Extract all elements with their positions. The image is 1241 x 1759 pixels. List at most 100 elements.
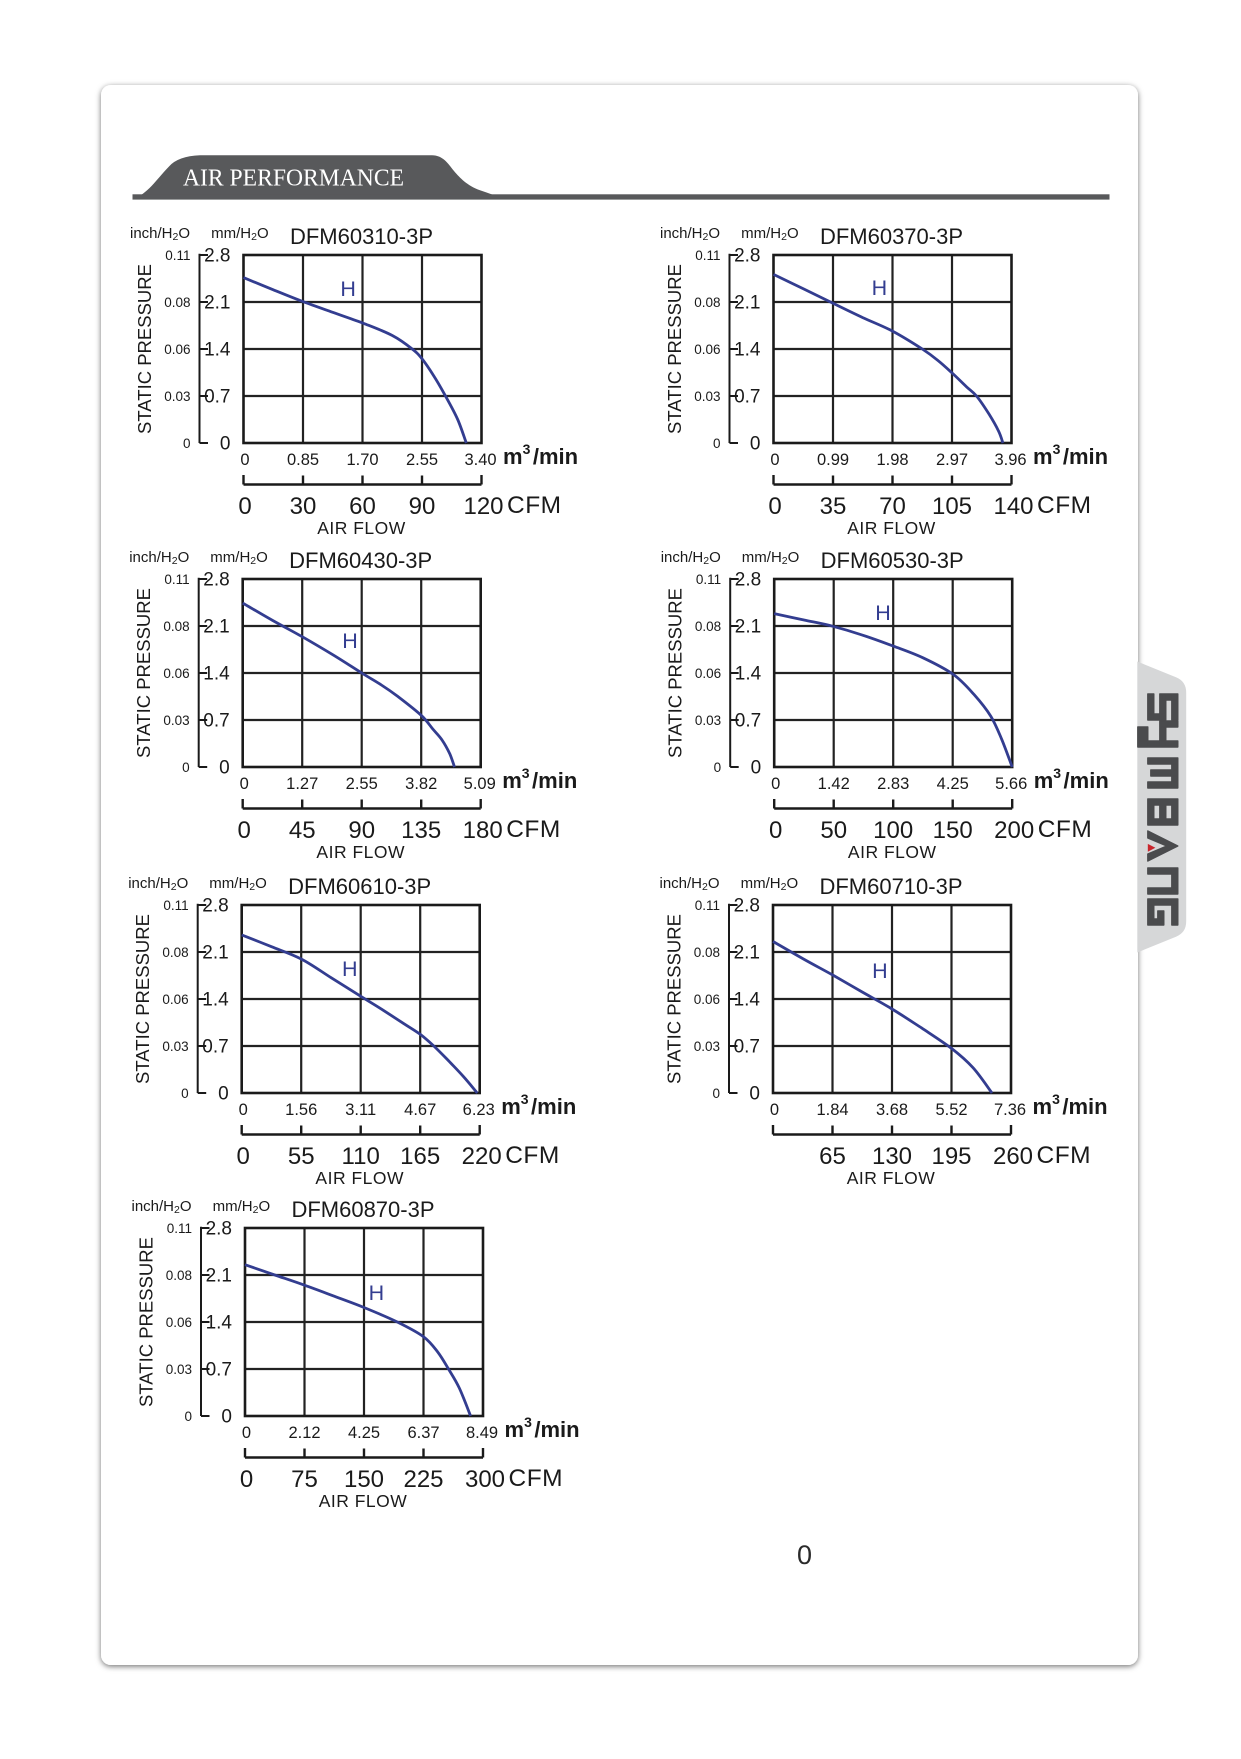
svg-text:AIR FLOW: AIR FLOW xyxy=(319,1491,408,1511)
svg-text:0.7: 0.7 xyxy=(734,1036,760,1057)
svg-text:STATIC PRESSURE: STATIC PRESSURE xyxy=(132,914,153,1084)
svg-text:90: 90 xyxy=(409,493,436,520)
svg-text:3.96: 3.96 xyxy=(994,451,1026,469)
svg-text:105: 105 xyxy=(932,493,972,520)
svg-text:2.8: 2.8 xyxy=(203,569,229,590)
svg-text:mm/H2O: mm/H2O xyxy=(741,875,799,893)
svg-text:m3/min: m3/min xyxy=(1033,1091,1108,1119)
svg-text:0.11: 0.11 xyxy=(695,898,720,913)
svg-text:75: 75 xyxy=(291,1466,318,1493)
svg-text:180: 180 xyxy=(463,817,503,844)
svg-text:0.11: 0.11 xyxy=(165,248,190,263)
svg-text:55: 55 xyxy=(288,1143,315,1170)
svg-text:0: 0 xyxy=(771,775,780,793)
svg-text:130: 130 xyxy=(872,1143,912,1170)
svg-text:CFM: CFM xyxy=(505,1142,560,1169)
svg-text:0: 0 xyxy=(769,817,782,844)
svg-text:2.1: 2.1 xyxy=(202,942,228,963)
svg-text:2.1: 2.1 xyxy=(206,1265,232,1286)
svg-text:0.03: 0.03 xyxy=(695,713,721,728)
svg-text:0: 0 xyxy=(240,1466,253,1493)
svg-text:0.08: 0.08 xyxy=(163,619,189,634)
svg-text:0.03: 0.03 xyxy=(166,1362,192,1377)
svg-text:DFM60710-3P: DFM60710-3P xyxy=(819,874,962,899)
svg-text:0.08: 0.08 xyxy=(162,945,188,960)
svg-text:0.08: 0.08 xyxy=(695,619,721,634)
svg-text:150: 150 xyxy=(933,817,973,844)
svg-text:0.03: 0.03 xyxy=(163,713,189,728)
svg-text:225: 225 xyxy=(403,1466,443,1493)
svg-text:2.8: 2.8 xyxy=(206,1218,232,1239)
svg-text:2.97: 2.97 xyxy=(936,451,968,469)
svg-text:2.12: 2.12 xyxy=(288,1424,320,1442)
svg-text:0: 0 xyxy=(238,817,251,844)
svg-text:165: 165 xyxy=(400,1143,440,1170)
svg-text:45: 45 xyxy=(289,817,316,844)
svg-text:0.03: 0.03 xyxy=(164,389,190,404)
svg-text:STATIC PRESSURE: STATIC PRESSURE xyxy=(664,264,685,434)
svg-text:DFM60310-3P: DFM60310-3P xyxy=(290,224,433,249)
svg-text:2.1: 2.1 xyxy=(204,292,230,313)
svg-text:0: 0 xyxy=(240,775,249,793)
svg-text:STATIC PRESSURE: STATIC PRESSURE xyxy=(135,1237,156,1407)
svg-text:0.08: 0.08 xyxy=(164,295,190,310)
svg-text:0.06: 0.06 xyxy=(695,666,721,681)
svg-text:1.4: 1.4 xyxy=(203,663,230,684)
svg-text:CFM: CFM xyxy=(506,816,561,843)
svg-text:300: 300 xyxy=(465,1466,505,1493)
svg-text:0.11: 0.11 xyxy=(167,1221,192,1236)
svg-text:0: 0 xyxy=(751,757,762,778)
svg-text:0.08: 0.08 xyxy=(166,1268,192,1283)
svg-text:2.83: 2.83 xyxy=(877,775,909,793)
svg-text:CFM: CFM xyxy=(1037,492,1092,519)
svg-text:0: 0 xyxy=(770,451,779,469)
svg-text:5.09: 5.09 xyxy=(464,775,496,793)
svg-text:CFM: CFM xyxy=(507,492,562,519)
svg-text:3.68: 3.68 xyxy=(876,1101,908,1119)
svg-text:AIR FLOW: AIR FLOW xyxy=(847,1168,936,1188)
svg-text:1.98: 1.98 xyxy=(876,451,908,469)
svg-text:0: 0 xyxy=(749,1083,760,1104)
svg-text:mm/H2O: mm/H2O xyxy=(742,549,800,567)
svg-text:4.67: 4.67 xyxy=(404,1101,436,1119)
svg-text:2.8: 2.8 xyxy=(204,245,230,266)
svg-text:50: 50 xyxy=(820,817,847,844)
svg-text:135: 135 xyxy=(401,817,441,844)
svg-text:4.25: 4.25 xyxy=(348,1424,380,1442)
svg-text:m3/min: m3/min xyxy=(1033,441,1108,469)
svg-text:65: 65 xyxy=(819,1143,846,1170)
svg-text:0.06: 0.06 xyxy=(163,666,189,681)
svg-text:DFM60430-3P: DFM60430-3P xyxy=(289,548,432,573)
svg-text:0: 0 xyxy=(238,493,251,520)
svg-text:0: 0 xyxy=(219,757,230,778)
svg-text:DFM60370-3P: DFM60370-3P xyxy=(820,224,963,249)
svg-text:8.49: 8.49 xyxy=(466,1424,498,1442)
svg-text:mm/H2O: mm/H2O xyxy=(209,875,267,893)
svg-text:1.4: 1.4 xyxy=(734,989,761,1010)
svg-text:2.55: 2.55 xyxy=(406,451,438,469)
svg-text:6.37: 6.37 xyxy=(407,1424,439,1442)
svg-text:195: 195 xyxy=(931,1143,971,1170)
svg-text:inch/H2O: inch/H2O xyxy=(130,225,190,243)
svg-text:0: 0 xyxy=(181,1086,189,1101)
svg-text:0: 0 xyxy=(183,436,191,451)
svg-text:DFM60610-3P: DFM60610-3P xyxy=(288,874,431,899)
svg-text:260: 260 xyxy=(993,1143,1033,1170)
svg-text:STATIC PRESSURE: STATIC PRESSURE xyxy=(133,588,154,758)
svg-text:90: 90 xyxy=(348,817,375,844)
svg-text:DFM60870-3P: DFM60870-3P xyxy=(291,1197,434,1222)
svg-text:0: 0 xyxy=(184,1409,192,1424)
svg-text:2.8: 2.8 xyxy=(734,245,760,266)
svg-text:H: H xyxy=(875,601,891,625)
svg-text:H: H xyxy=(342,957,358,981)
svg-text:0.7: 0.7 xyxy=(203,710,229,731)
svg-text:0.08: 0.08 xyxy=(694,295,720,310)
svg-text:0.11: 0.11 xyxy=(164,572,189,587)
svg-text:0.7: 0.7 xyxy=(735,710,761,731)
svg-text:1.4: 1.4 xyxy=(206,1312,233,1333)
svg-text:1.4: 1.4 xyxy=(735,663,762,684)
svg-text:0: 0 xyxy=(712,1086,720,1101)
svg-text:inch/H2O: inch/H2O xyxy=(129,549,189,567)
svg-text:0.11: 0.11 xyxy=(696,572,721,587)
svg-text:2.8: 2.8 xyxy=(202,895,228,916)
